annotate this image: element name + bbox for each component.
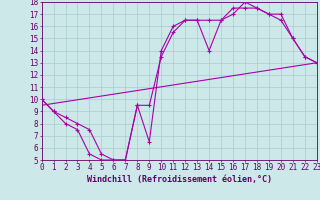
X-axis label: Windchill (Refroidissement éolien,°C): Windchill (Refroidissement éolien,°C) xyxy=(87,175,272,184)
